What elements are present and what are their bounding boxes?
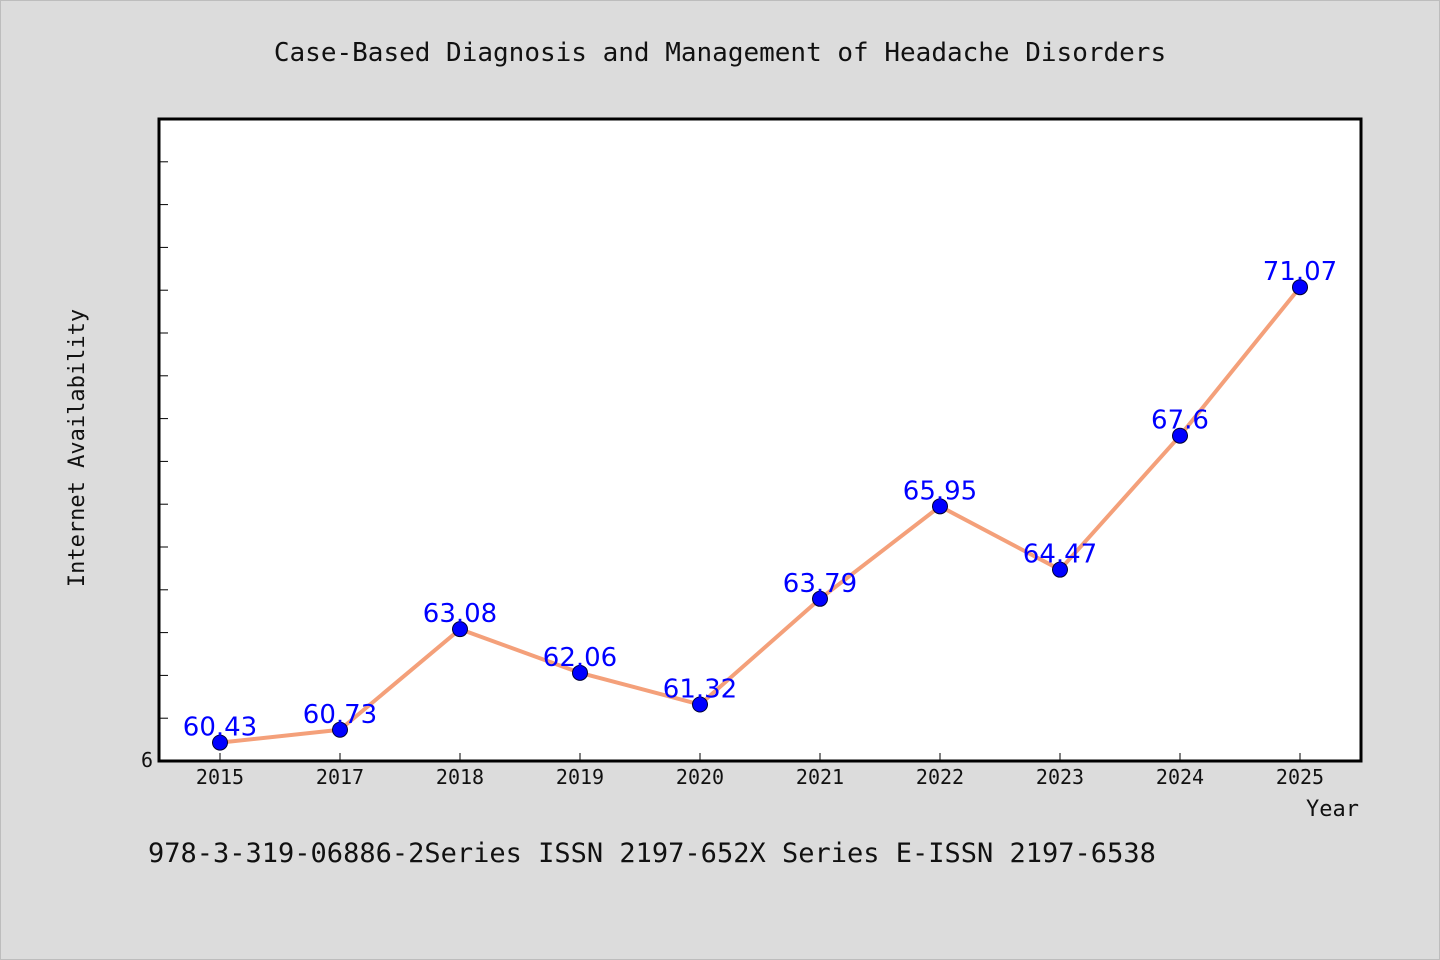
x-tick-label: 2025: [1276, 765, 1324, 789]
data-point-marker: [572, 664, 588, 681]
data-point-marker: [452, 621, 468, 638]
series-line: [218, 285, 1302, 745]
data-label: 71.07: [1263, 257, 1337, 287]
y-axis-ticks: 6: [141, 118, 168, 772]
data-point-marker: [932, 498, 948, 515]
footer-isbn-text: 978-3-319-06886-2Series ISSN 2197-652X S…: [148, 838, 1156, 869]
series-layer: 60.43 60.73 63.08 62.06 61.32 63.79 65.95 64.47…: [183, 257, 1337, 751]
data-label: 63.79: [783, 569, 857, 599]
data-label: 62.06: [543, 643, 617, 673]
data-point-marker: [212, 734, 228, 751]
data-point-marker: [1172, 427, 1188, 444]
chart-title: Case-Based Diagnosis and Management of H…: [274, 38, 1166, 68]
data-label: 67.6: [1151, 406, 1209, 436]
data-point-marker: [692, 696, 708, 713]
x-tick-label: 2022: [916, 765, 964, 789]
x-tick-label: 2015: [196, 765, 244, 789]
x-tick-label: 2018: [436, 765, 484, 789]
x-tick-label: 2021: [796, 765, 844, 789]
x-tick-label: 2020: [676, 765, 724, 789]
data-point-marker: [332, 721, 348, 738]
data-point-marker: [812, 590, 828, 607]
x-tick-label: 2017: [316, 765, 364, 789]
data-label: 61.32: [663, 675, 737, 705]
data-label: 60.73: [303, 700, 377, 730]
x-axis-label: Year: [1306, 797, 1359, 822]
y-tick-label: 6: [141, 748, 153, 772]
x-axis-ticks: 2015 2017 2018 2019 2020 2021 2022 2023 2024 2025: [196, 753, 1324, 789]
data-label: 63.08: [423, 599, 497, 629]
data-point-marker: [1292, 279, 1308, 296]
x-tick-label: 2023: [1036, 765, 1084, 789]
x-tick-label: 2024: [1156, 765, 1204, 789]
y-axis-label: Internet Availability: [65, 309, 90, 587]
data-label: 60.43: [183, 713, 257, 743]
data-point-marker: [1052, 561, 1068, 578]
data-label: 64.47: [1023, 540, 1097, 570]
data-label: 65.95: [903, 476, 977, 506]
x-tick-label: 2019: [556, 765, 604, 789]
